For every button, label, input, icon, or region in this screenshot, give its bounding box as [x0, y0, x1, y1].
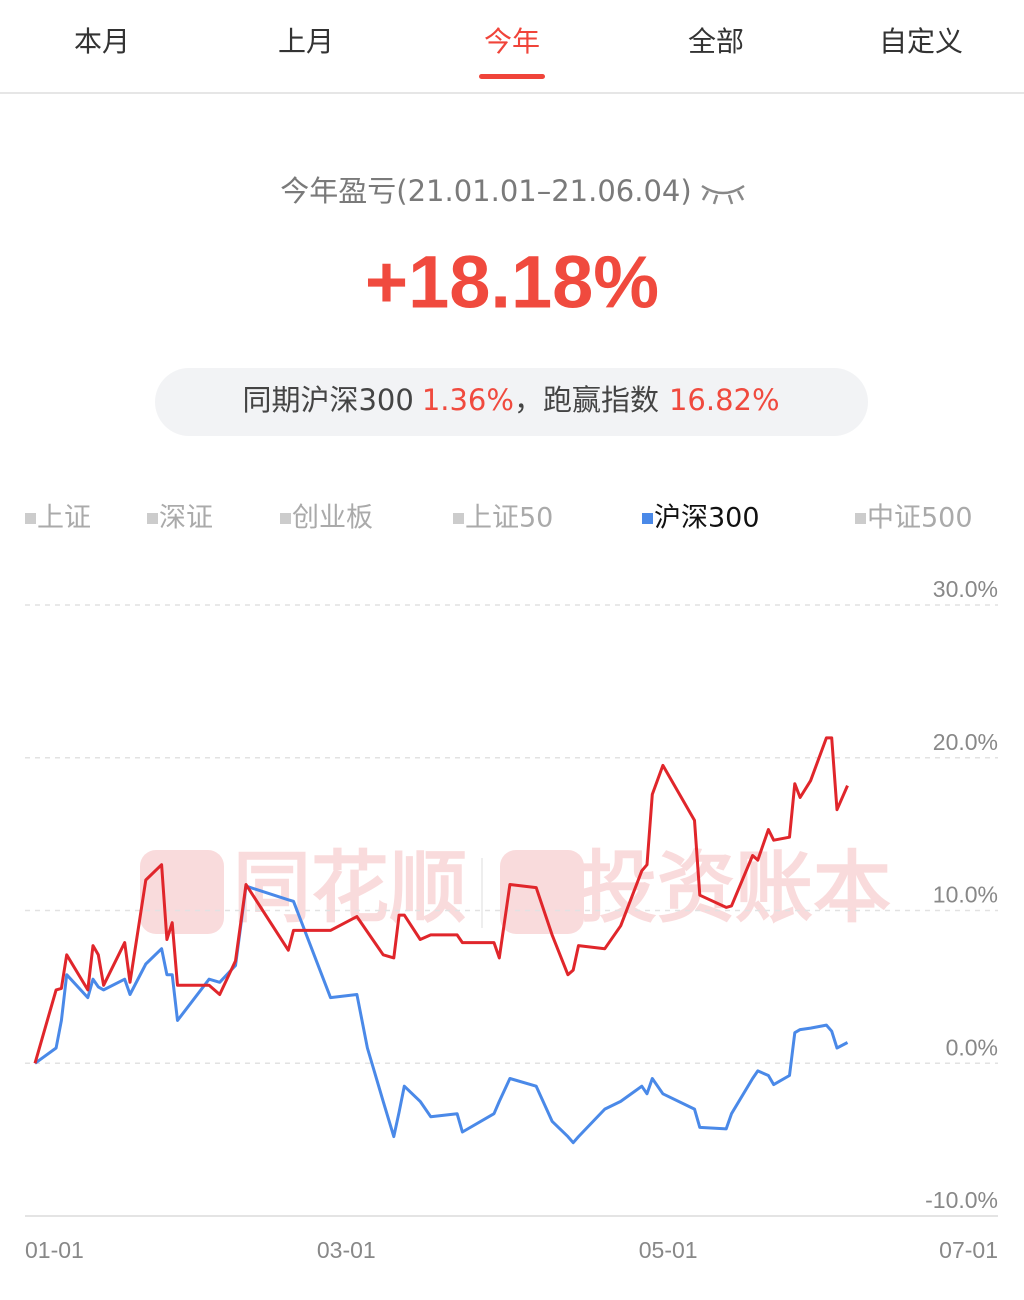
x-tick-label: 03-01 [317, 1237, 376, 1263]
period-title: 今年盈亏(21.01.01–21.06.04) [280, 174, 691, 208]
compare-prefix: 同期沪深300 [242, 383, 413, 417]
legend: 上证 深证 创业板 上证50 沪深300 中证500 [25, 503, 973, 534]
watermark-logo [140, 850, 224, 934]
watermark-text: 投资账本 [579, 843, 891, 933]
watermark-logo [500, 850, 584, 934]
legend-label[interactable]: 上证 [37, 503, 91, 534]
return-value: +18.18% [365, 241, 659, 324]
y-tick-label: 20.0% [933, 729, 998, 755]
legend-label[interactable]: 深证 [159, 503, 213, 534]
series-line [34, 884, 849, 1145]
legend-label[interactable]: 创业板 [292, 503, 373, 534]
legend-swatch [453, 513, 464, 524]
y-tick-label: 30.0% [933, 576, 998, 602]
tab[interactable]: 今年 [484, 25, 540, 58]
compare-text: 同期沪深300 1.36%，跑赢指数 16.82% [242, 383, 779, 417]
tab[interactable]: 自定义 [879, 25, 963, 58]
legend-swatch [147, 513, 158, 524]
legend-swatch [855, 513, 866, 524]
legend-label[interactable]: 上证50 [465, 503, 553, 534]
tab[interactable]: 上月 [278, 25, 334, 58]
legend-swatch [280, 513, 291, 524]
legend-label[interactable]: 中证500 [867, 503, 973, 534]
excess-value: 16.82% [669, 383, 780, 417]
compare-value: 1.36% [422, 383, 514, 417]
compare-pill [155, 368, 868, 436]
legend-label[interactable]: 沪深300 [654, 503, 760, 534]
watermark: 同花顺 投资账本 [140, 843, 891, 934]
eye-icon[interactable] [701, 184, 745, 205]
legend-swatch [642, 513, 653, 524]
compare-middle: ，跑赢指数 [514, 383, 659, 417]
watermark-text: 同花顺 [233, 843, 467, 933]
x-tick-label: 07-01 [939, 1237, 998, 1263]
series-line [33, 736, 849, 1064]
x-tick-label: 05-01 [639, 1237, 698, 1263]
y-tick-label: 10.0% [933, 882, 998, 908]
legend-swatch [25, 513, 36, 524]
chart: -10.0% 0.0% 10.0% 20.0% 30.0% 01-01 03-01 05-01… [25, 576, 998, 1263]
tab[interactable]: 全部 [688, 25, 744, 58]
tab-indicator [479, 74, 545, 79]
tab-bar: 本月 上月 今年 全部 自定义 [74, 25, 963, 79]
tab[interactable]: 本月 [74, 25, 130, 58]
y-tick-label: -10.0% [925, 1187, 998, 1213]
x-tick-label: 01-01 [25, 1237, 84, 1263]
y-tick-label: 0.0% [946, 1034, 998, 1060]
